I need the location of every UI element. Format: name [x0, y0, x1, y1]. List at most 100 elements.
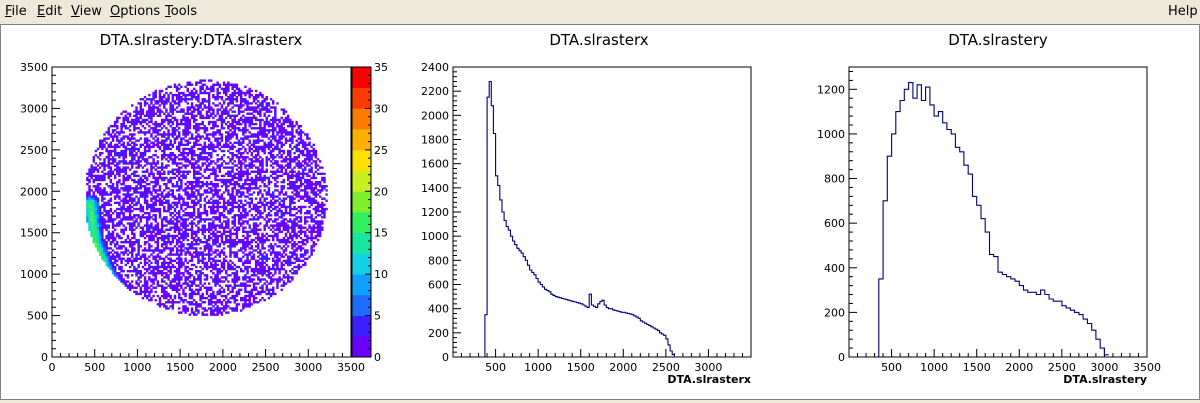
heatmap-cell — [178, 96, 180, 98]
heatmap-cell — [276, 256, 278, 258]
heatmap-cell — [259, 251, 261, 253]
heatmap-cell — [195, 266, 197, 268]
heatmap-cell — [193, 202, 195, 204]
heatmap-cell — [108, 212, 110, 214]
heatmap-cell — [212, 88, 214, 90]
heatmap-cell — [263, 123, 265, 125]
heatmap-cell — [266, 193, 268, 195]
menu-file[interactable]: File — [5, 4, 27, 19]
heatmap-cell — [231, 239, 233, 241]
heatmap-cell — [234, 278, 236, 280]
heatmap-cell — [93, 208, 95, 210]
heatmap-cell — [88, 212, 90, 214]
heatmap-cell — [101, 195, 103, 197]
heatmap-cell — [206, 289, 208, 291]
heatmap-cell — [266, 177, 268, 179]
heatmap-cell — [195, 289, 197, 291]
heatmap-cell — [210, 202, 212, 204]
heatmap-cell — [274, 148, 276, 150]
heatmap-cell — [103, 218, 105, 220]
heatmap-cell — [204, 247, 206, 249]
heatmap-cell — [169, 287, 171, 289]
heatmap-cell — [116, 276, 118, 278]
heatmap-cell — [157, 303, 159, 305]
heatmap-cell — [116, 253, 118, 255]
heatmap-cell — [238, 175, 240, 177]
heatmap-cell — [146, 231, 148, 233]
menu-tools[interactable]: Tools — [165, 4, 197, 19]
heatmap-cell — [144, 102, 146, 104]
heatmap-cell — [152, 268, 154, 270]
heatmap-cell — [169, 280, 171, 282]
heatmap-cell — [206, 113, 208, 115]
heatmap-cell — [191, 220, 193, 222]
heatmap-cell — [240, 224, 242, 226]
heatmap-cell — [167, 115, 169, 117]
heatmap-cell — [223, 253, 225, 255]
heatmap-cell — [257, 133, 259, 135]
heatmap-cell — [184, 152, 186, 154]
heatmap-cell — [195, 301, 197, 303]
heatmap-cell — [206, 239, 208, 241]
heatmap-cell — [122, 169, 124, 171]
heatmap-cell — [144, 247, 146, 249]
heatmap-cell — [157, 200, 159, 202]
heatmap-cell — [146, 216, 148, 218]
heatmap-cell — [174, 280, 176, 282]
heatmap-cell — [231, 169, 233, 171]
menu-edit[interactable]: Edit — [37, 4, 62, 19]
heatmap-cell — [206, 86, 208, 88]
heatmap-cell — [90, 195, 92, 197]
heatmap-cell — [210, 154, 212, 156]
heatmap-cell — [163, 195, 165, 197]
heatmap-cell — [99, 229, 101, 231]
heatmap-cell — [236, 237, 238, 239]
heatmap-cell — [259, 108, 261, 110]
menu-view[interactable]: View — [71, 4, 102, 19]
heatmap-cell — [90, 208, 92, 210]
heatmap-cell — [210, 121, 212, 123]
heatmap-cell — [227, 193, 229, 195]
heatmap-cell — [150, 162, 152, 164]
heatmap-cell — [253, 216, 255, 218]
heatmap-cell — [259, 200, 261, 202]
heatmap-cell — [103, 166, 105, 168]
heatmap-cell — [242, 158, 244, 160]
heatmap-cell — [165, 117, 167, 119]
heatmap-cell — [118, 156, 120, 158]
heatmap-cell — [253, 106, 255, 108]
heatmap-cell — [135, 287, 137, 289]
heatmap-cell — [187, 224, 189, 226]
heatmap-cell — [93, 210, 95, 212]
heatmap-cell — [234, 131, 236, 133]
heatmap-cell — [216, 96, 218, 98]
heatmap-cell — [259, 115, 261, 117]
heatmap-cell — [223, 266, 225, 268]
heatmap-cell — [105, 229, 107, 231]
heatmap-cell — [251, 102, 253, 104]
heatmap-cell — [95, 239, 97, 241]
heatmap-cell — [140, 262, 142, 264]
heatmap-cell — [251, 160, 253, 162]
heatmap-cell — [259, 185, 261, 187]
heatmap-cell — [229, 243, 231, 245]
menu-options[interactable]: Options — [110, 4, 160, 19]
heatmap-cell — [122, 111, 124, 113]
heatmap-cell — [127, 276, 129, 278]
heatmap-cell — [229, 204, 231, 206]
heatmap-cell — [238, 289, 240, 291]
heatmap-cell — [227, 181, 229, 183]
heatmap-cell — [251, 187, 253, 189]
heatmap-cell — [150, 117, 152, 119]
heatmap-cell — [246, 117, 248, 119]
heatmap-cell — [176, 119, 178, 121]
heatmap-cell — [197, 309, 199, 311]
heatmap-cell — [189, 152, 191, 154]
heatmap-cell — [187, 278, 189, 280]
heatmap-cell — [236, 104, 238, 106]
heatmap-cell — [195, 309, 197, 311]
menu-help[interactable]: Help — [1168, 4, 1198, 19]
heatmap-cell — [152, 278, 154, 280]
heatmap-cell — [276, 245, 278, 247]
heatmap-cell — [255, 102, 257, 104]
